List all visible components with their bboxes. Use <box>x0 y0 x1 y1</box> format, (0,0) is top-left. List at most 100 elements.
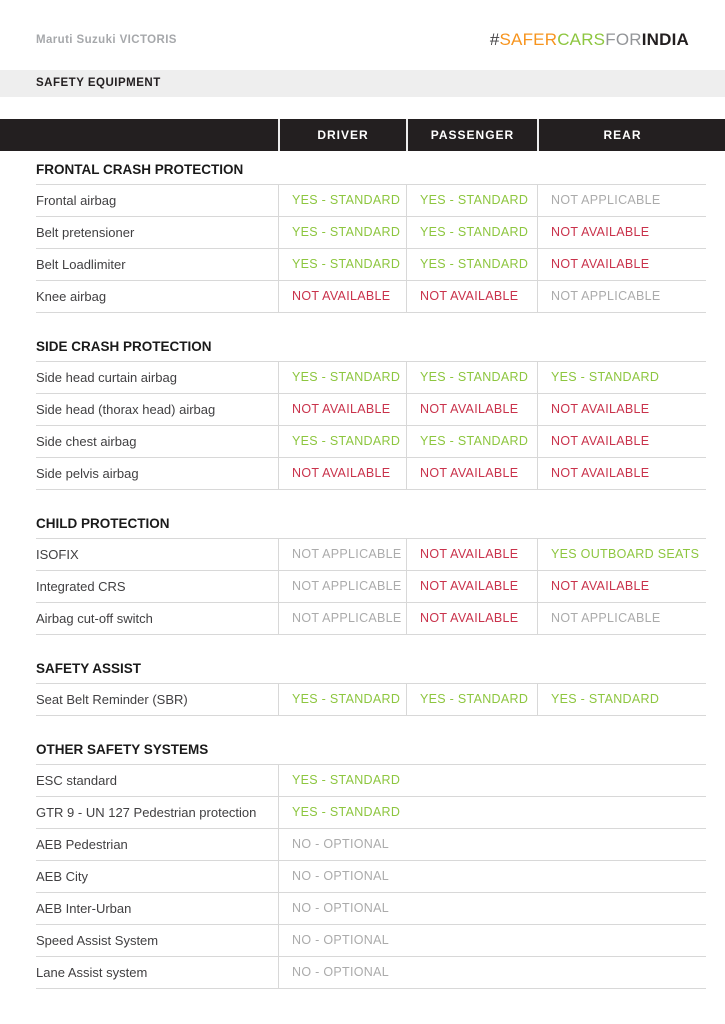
status-cell: YES - STANDARD <box>278 797 706 828</box>
row-label: ISOFIX <box>36 547 79 562</box>
row-label: Side pelvis airbag <box>36 466 139 481</box>
logo-india: INDIA <box>641 30 689 49</box>
row-label: ESC standard <box>36 773 117 788</box>
table-row: Seat Belt Reminder (SBR) YES - STANDARD YE… <box>36 684 706 716</box>
status-cell: NO - OPTIONAL <box>278 893 706 924</box>
status-cell: NOT APPLICABLE <box>537 281 706 312</box>
safety-equipment-bar: SAFETY EQUIPMENT <box>0 70 725 97</box>
status-cell: YES - STANDARD <box>278 426 406 457</box>
status-cell: YES - STANDARD <box>278 765 706 796</box>
table-row: Integrated CRS NOT APPLICABLE NOT AVAILABL… <box>36 571 706 603</box>
status-cell: NOT AVAILABLE <box>537 249 706 280</box>
section-title: CHILD PROTECTION <box>36 516 170 531</box>
table-row: Speed Assist System NO - OPTIONAL <box>36 925 706 957</box>
status-cell: YES - STANDARD <box>278 185 406 216</box>
table-column-header: DRIVER PASSENGER REAR <box>0 119 725 151</box>
table-row: Belt pretensioner YES - STANDARD YES - STA… <box>36 217 706 249</box>
status-cell: NOT APPLICABLE <box>537 185 706 216</box>
status-cell: YES - STANDARD <box>537 362 706 393</box>
row-label: Belt Loadlimiter <box>36 257 126 272</box>
status-cell: NO - OPTIONAL <box>278 861 706 892</box>
row-label: Lane Assist system <box>36 965 148 980</box>
row-label: Side head (thorax head) airbag <box>36 402 216 417</box>
status-cell: YES - STANDARD <box>278 362 406 393</box>
vehicle-model: VICTORIS <box>119 34 177 46</box>
page-header: Maruti Suzuki VICTORIS #SAFERCARSFORINDI… <box>0 0 725 70</box>
column-header-spacer <box>0 119 278 151</box>
status-cell: YES - STANDARD <box>278 249 406 280</box>
status-cell: NOT AVAILABLE <box>537 571 706 602</box>
logo-for: FOR <box>605 30 642 49</box>
row-label: AEB Pedestrian <box>36 837 128 852</box>
status-cell: YES - STANDARD <box>278 217 406 248</box>
status-cell: YES - STANDARD <box>406 426 537 457</box>
table-row: Side chest airbag YES - STANDARD YES - STA… <box>36 426 706 458</box>
status-cell: NOT AVAILABLE <box>406 281 537 312</box>
status-cell: YES - STANDARD <box>406 249 537 280</box>
status-cell: NOT AVAILABLE <box>406 603 537 634</box>
safercarsforindia-logo: #SAFERCARSFORINDIA <box>490 30 689 50</box>
section-title: SIDE CRASH PROTECTION <box>36 339 212 354</box>
status-cell: NO - OPTIONAL <box>278 925 706 956</box>
table-row: Frontal airbag YES - STANDARD YES - STANDA… <box>36 185 706 217</box>
status-cell: NOT AVAILABLE <box>537 217 706 248</box>
status-cell: NO - OPTIONAL <box>278 829 706 860</box>
status-cell: NOT AVAILABLE <box>278 281 406 312</box>
status-cell: NO - OPTIONAL <box>278 957 706 988</box>
table-row: Knee airbag NOT AVAILABLE NOT AVAILABLE NOT… <box>36 281 706 313</box>
table-row: Side pelvis airbag NOT AVAILABLE NOT AVAIL… <box>36 458 706 490</box>
table-row: Lane Assist system NO - OPTIONAL <box>36 957 706 989</box>
table-row: ESC standard YES - STANDARD <box>36 765 706 797</box>
logo-safer: SAFER <box>499 30 558 49</box>
status-cell: YES - STANDARD <box>278 684 406 715</box>
column-driver: DRIVER <box>278 119 406 151</box>
status-cell: NOT AVAILABLE <box>406 458 537 489</box>
status-cell: NOT AVAILABLE <box>406 539 537 570</box>
table-row: GTR 9 - UN 127 Pedestrian protection YES … <box>36 797 706 829</box>
section-rows: Side head curtain airbag YES - STANDARD YE… <box>36 361 706 490</box>
table-section: SIDE CRASH PROTECTION Side head curtain a… <box>36 339 706 490</box>
section-rows: ISOFIX NOT APPLICABLE NOT AVAILABLE YES OUT… <box>36 538 706 635</box>
row-label: Speed Assist System <box>36 933 159 948</box>
section-title: FRONTAL CRASH PROTECTION <box>36 162 244 177</box>
status-cell: YES - STANDARD <box>406 185 537 216</box>
status-cell: YES OUTBOARD SEATS <box>537 539 706 570</box>
row-label: Knee airbag <box>36 289 107 304</box>
table-row: ISOFIX NOT APPLICABLE NOT AVAILABLE YES OUT… <box>36 539 706 571</box>
status-cell: YES - STANDARD <box>406 362 537 393</box>
status-cell: NOT AVAILABLE <box>537 458 706 489</box>
row-label: Side head curtain airbag <box>36 370 177 385</box>
section-rows: ESC standard YES - STANDARD GTR 9 - UN 127… <box>36 764 706 989</box>
table-section: OTHER SAFETY SYSTEMS ESC standard YES - ST… <box>36 742 706 989</box>
table-row: Side head (thorax head) airbag NOT AVAILA… <box>36 394 706 426</box>
vehicle-model-title: Maruti Suzuki VICTORIS <box>36 34 177 46</box>
status-cell: NOT APPLICABLE <box>278 539 406 570</box>
status-cell: NOT AVAILABLE <box>406 571 537 602</box>
table-row: AEB Inter-Urban NO - OPTIONAL <box>36 893 706 925</box>
table-row: Airbag cut-off switch NOT APPLICABLE NOT A… <box>36 603 706 635</box>
logo-hash: # <box>489 30 500 49</box>
table-row: AEB City NO - OPTIONAL <box>36 861 706 893</box>
safety-equipment-label: SAFETY EQUIPMENT <box>36 77 161 89</box>
status-cell: NOT AVAILABLE <box>537 394 706 425</box>
row-label: Side chest airbag <box>36 434 137 449</box>
row-label: Seat Belt Reminder (SBR) <box>36 692 188 707</box>
row-label: Integrated CRS <box>36 579 126 594</box>
table-section: SAFETY ASSIST Seat Belt Reminder (SBR) YES… <box>36 661 706 716</box>
status-cell: NOT AVAILABLE <box>537 426 706 457</box>
table-row: Side head curtain airbag YES - STANDARD YE… <box>36 362 706 394</box>
status-cell: NOT AVAILABLE <box>406 394 537 425</box>
table-section: CHILD PROTECTION ISOFIX NOT APPLICABLE NOT … <box>36 516 706 635</box>
status-cell: YES - STANDARD <box>537 684 706 715</box>
column-rear: REAR <box>537 119 706 151</box>
table-section: FRONTAL CRASH PROTECTION Frontal airbag YE… <box>36 162 706 313</box>
table-row: AEB Pedestrian NO - OPTIONAL <box>36 829 706 861</box>
row-label: Frontal airbag <box>36 193 117 208</box>
section-rows: Seat Belt Reminder (SBR) YES - STANDARD YE… <box>36 683 706 716</box>
column-header-tail <box>706 119 725 151</box>
status-cell: NOT APPLICABLE <box>278 603 406 634</box>
section-title: SAFETY ASSIST <box>36 661 142 676</box>
row-label: Airbag cut-off switch <box>36 611 153 626</box>
logo-cars: CARS <box>557 30 606 49</box>
